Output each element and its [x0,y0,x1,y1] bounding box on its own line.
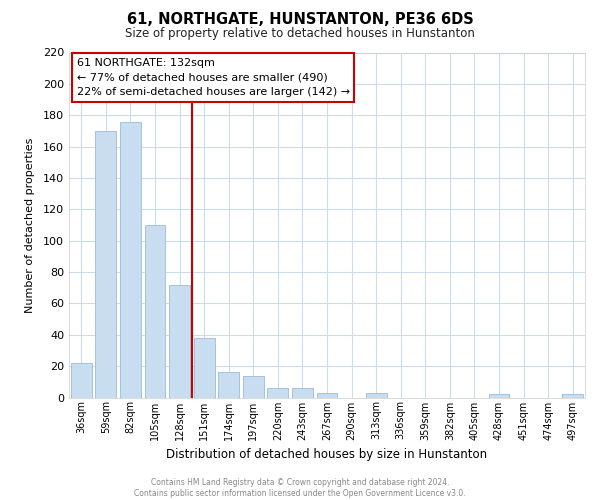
Bar [169,284,190,398]
Bar [488,394,509,398]
Bar [562,394,583,398]
Bar [194,338,215,398]
Bar [71,363,92,398]
Y-axis label: Number of detached properties: Number of detached properties [25,138,35,312]
Bar [365,393,386,398]
Text: 61, NORTHGATE, HUNSTANTON, PE36 6DS: 61, NORTHGATE, HUNSTANTON, PE36 6DS [127,12,473,28]
Bar [292,388,313,398]
Bar [145,225,166,398]
Bar [268,388,289,398]
Bar [243,376,264,398]
Bar [317,393,337,398]
Bar [218,372,239,398]
Bar [120,122,141,398]
Text: 61 NORTHGATE: 132sqm
← 77% of detached houses are smaller (490)
22% of semi-deta: 61 NORTHGATE: 132sqm ← 77% of detached h… [77,58,350,98]
X-axis label: Distribution of detached houses by size in Hunstanton: Distribution of detached houses by size … [166,448,488,461]
Text: Size of property relative to detached houses in Hunstanton: Size of property relative to detached ho… [125,28,475,40]
Text: Contains HM Land Registry data © Crown copyright and database right 2024.
Contai: Contains HM Land Registry data © Crown c… [134,478,466,498]
Bar [95,131,116,398]
